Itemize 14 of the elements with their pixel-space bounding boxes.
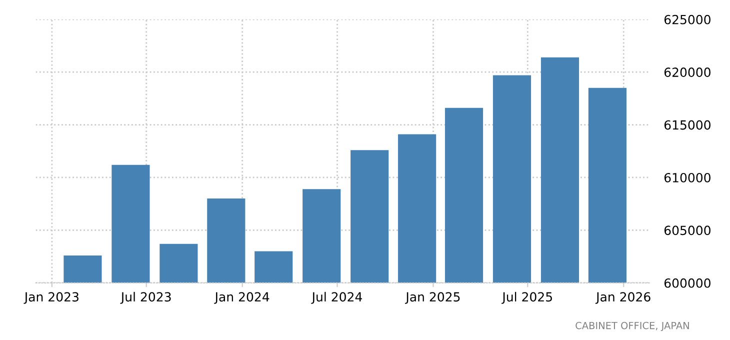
y-tick-label: 620000 (664, 68, 710, 78)
x-tick-label: Jan 2025 (405, 292, 460, 304)
x-tick-label: Jan 2023 (24, 292, 78, 304)
y-tick-label: 600000 (664, 278, 710, 288)
x-tick-label: Jul 2023 (120, 292, 171, 304)
y-tick-label: 625000 (664, 14, 710, 24)
x-tick-label: Jan 2024 (214, 292, 270, 304)
x-tick-label: Jul 2024 (311, 292, 362, 304)
x-tick-label: Jul 2025 (502, 292, 552, 304)
y-tick-label: 615000 (664, 120, 710, 130)
text: CABINET OFFICE, JAPAN (576, 322, 689, 332)
y-tick-label: 610000 (664, 172, 710, 182)
x-tick-label: Jan 2026 (595, 292, 650, 304)
y-tick-label: 605000 (664, 226, 710, 236)
